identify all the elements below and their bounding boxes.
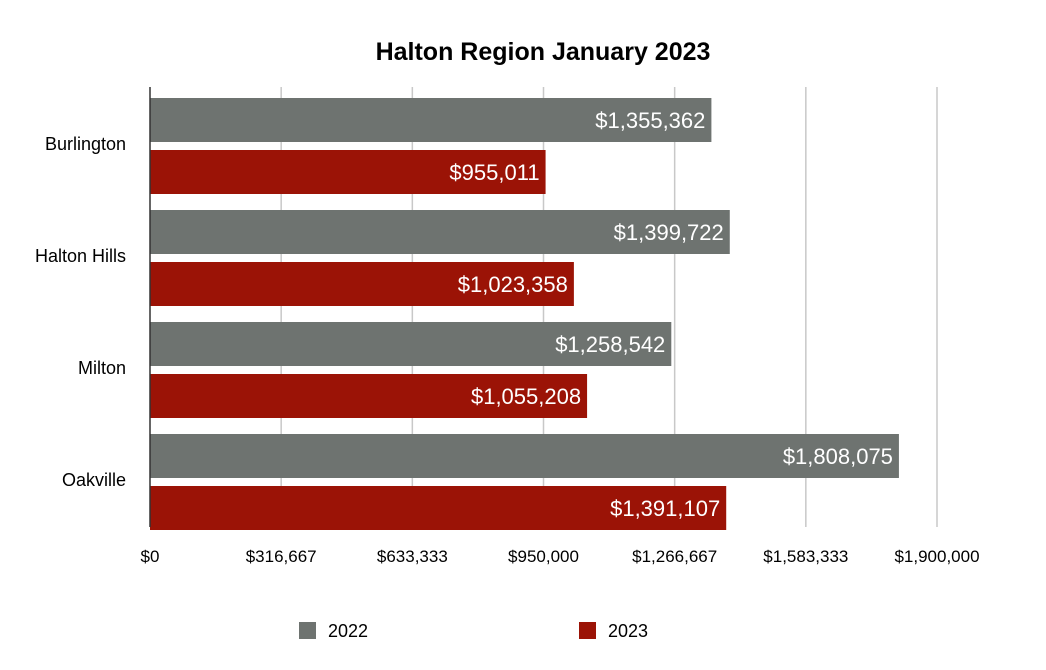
- category-label: Oakville: [62, 470, 126, 490]
- x-tick-label: $0: [141, 547, 160, 566]
- bar-2022: [150, 210, 730, 254]
- bar-2022: [150, 98, 712, 142]
- bar-value-label: $1,355,362: [595, 108, 705, 133]
- bar-value-label: $1,808,075: [783, 444, 893, 469]
- x-tick-label: $316,667: [246, 547, 317, 566]
- category-label: Burlington: [45, 134, 126, 154]
- bar-value-label: $955,011: [449, 160, 539, 185]
- bar-value-label: $1,391,107: [610, 496, 720, 521]
- legend-swatch-2022: [299, 622, 316, 639]
- x-tick-label: $1,900,000: [894, 547, 979, 566]
- bar-2023: [150, 486, 727, 530]
- category-label: Milton: [78, 358, 126, 378]
- bar-2023: [150, 150, 546, 194]
- x-tick-label: $633,333: [377, 547, 448, 566]
- bars: $1,355,362 $955,011 $1,399,722 $1,023,358 $1…: [150, 98, 899, 530]
- legend: 2022 2023: [299, 621, 648, 641]
- bar-2023: [150, 374, 588, 418]
- x-tick-label: $950,000: [508, 547, 579, 566]
- bar-value-label: $1,055,208: [471, 384, 581, 409]
- bar-value-label: $1,023,358: [458, 272, 568, 297]
- chart-title: Halton Region January 2023: [376, 38, 711, 66]
- x-tick-label: $1,583,333: [763, 547, 848, 566]
- bar-2022: [150, 322, 672, 366]
- category-label: Halton Hills: [35, 246, 126, 266]
- axes: $0 $316,667 $633,333 $950,000 $1,266,667 $1,5…: [35, 87, 980, 566]
- bar-2023: [150, 262, 574, 306]
- bar-value-label: $1,258,542: [555, 332, 665, 357]
- legend-swatch-2023: [579, 622, 596, 639]
- legend-label: 2023: [608, 621, 648, 641]
- bar-2022: [150, 434, 899, 478]
- legend-label: 2022: [328, 621, 368, 641]
- x-tick-label: $1,266,667: [632, 547, 717, 566]
- bar-value-label: $1,399,722: [614, 220, 724, 245]
